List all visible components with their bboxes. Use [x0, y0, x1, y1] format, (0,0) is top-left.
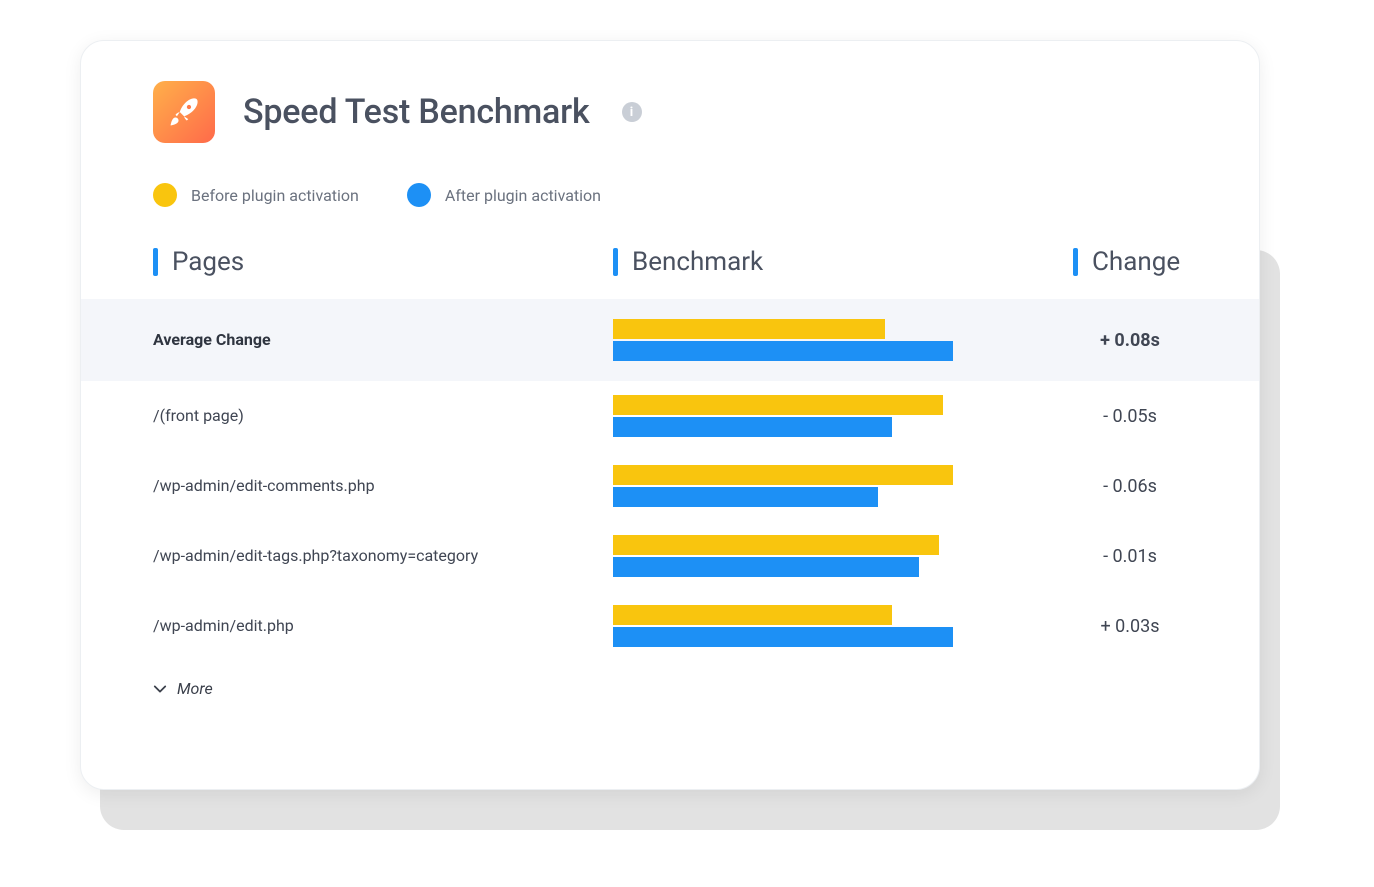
- change-value: + 0.03s: [1073, 616, 1187, 637]
- benchmark-bars: [613, 535, 1073, 577]
- bar-before: [613, 605, 892, 625]
- legend-after: After plugin activation: [407, 183, 601, 207]
- info-icon[interactable]: i: [622, 102, 642, 122]
- swatch-before: [153, 183, 177, 207]
- swatch-after: [407, 183, 431, 207]
- page-label: /wp-admin/edit-comments.php: [153, 474, 613, 497]
- benchmark-bars: [613, 465, 1073, 507]
- change-value: - 0.05s: [1073, 406, 1187, 427]
- card-header: Speed Test Benchmark i: [81, 81, 1259, 143]
- page-label: /(front page): [153, 404, 613, 427]
- accent-bar: [613, 248, 618, 276]
- bar-after: [613, 627, 953, 647]
- col-benchmark-label: Benchmark: [632, 247, 763, 277]
- table-row: /wp-admin/edit-tags.php?taxonomy=categor…: [81, 521, 1259, 591]
- table-row: /wp-admin/edit-comments.php - 0.06s: [81, 451, 1259, 521]
- bar-after: [613, 341, 953, 361]
- page-title: Speed Test Benchmark: [243, 92, 590, 132]
- change-value: - 0.06s: [1073, 476, 1187, 497]
- legend-after-label: After plugin activation: [445, 186, 601, 205]
- legend: Before plugin activation After plugin ac…: [81, 143, 1259, 235]
- legend-before: Before plugin activation: [153, 183, 359, 207]
- more-toggle[interactable]: More: [81, 661, 285, 698]
- col-pages: Pages: [153, 247, 613, 277]
- accent-bar: [153, 248, 158, 276]
- benchmark-bars: [613, 319, 1073, 361]
- page-label: Average Change: [153, 328, 613, 351]
- page-label: /wp-admin/edit.php: [153, 614, 613, 637]
- benchmark-bars: [613, 395, 1073, 437]
- bar-before: [613, 535, 939, 555]
- bar-before: [613, 465, 953, 485]
- change-value: + 0.08s: [1073, 330, 1187, 351]
- legend-before-label: Before plugin activation: [191, 186, 359, 205]
- row-average: Average Change + 0.08s: [81, 299, 1259, 381]
- col-pages-label: Pages: [172, 247, 244, 277]
- bar-after: [613, 557, 919, 577]
- col-change: Change: [1073, 247, 1187, 277]
- col-change-label: Change: [1092, 247, 1180, 277]
- col-benchmark: Benchmark: [613, 247, 1073, 277]
- bar-after: [613, 417, 892, 437]
- rocket-icon: [153, 81, 215, 143]
- benchmark-bars: [613, 605, 1073, 647]
- change-value: - 0.01s: [1073, 546, 1187, 567]
- table-row: /(front page) - 0.05s: [81, 381, 1259, 451]
- table-row: /wp-admin/edit.php + 0.03s: [81, 591, 1259, 661]
- chevron-down-icon: [153, 682, 167, 696]
- more-label: More: [177, 679, 213, 698]
- bar-before: [613, 319, 885, 339]
- page-label: /wp-admin/edit-tags.php?taxonomy=categor…: [153, 544, 613, 567]
- benchmark-card: Speed Test Benchmark i Before plugin act…: [80, 40, 1260, 790]
- bar-before: [613, 395, 943, 415]
- accent-bar: [1073, 248, 1078, 276]
- column-headers: Pages Benchmark Change: [81, 235, 1259, 299]
- bar-after: [613, 487, 878, 507]
- benchmark-rows: Average Change + 0.08s /(front page) - 0.05…: [81, 299, 1259, 661]
